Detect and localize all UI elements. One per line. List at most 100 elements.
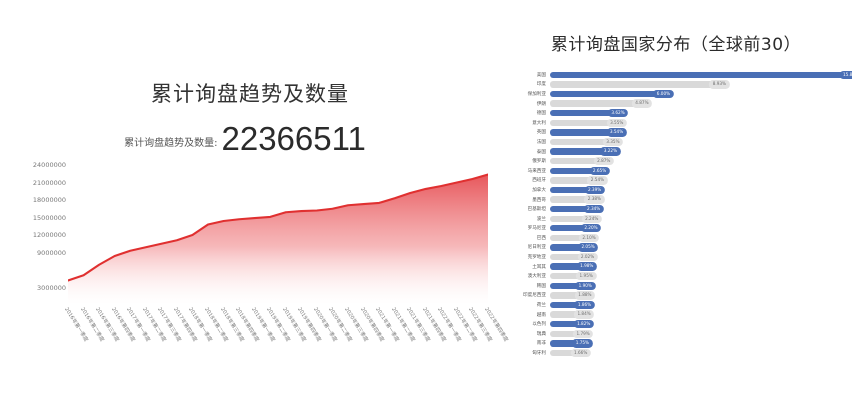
country-bar-row[interactable]: 瑞典 1.79% — [510, 329, 852, 339]
inquiry-trend-title: 累计询盘趋势及数量 — [151, 82, 349, 106]
country-bar-row[interactable]: 澳大利亚 1.95% — [510, 271, 852, 281]
country-bar-row[interactable]: 越南 1.84% — [510, 310, 852, 320]
country-bar-row[interactable]: 加拿大 2.39% — [510, 185, 852, 195]
country-bar-row[interactable]: 巴西 2.10% — [510, 233, 852, 243]
country-bar-track: 2.20% — [550, 224, 852, 234]
country-bar-value-badge: 1.66% — [570, 348, 591, 358]
country-bar-label: 荷兰 — [536, 303, 546, 309]
country-bar-label: 加拿大 — [532, 187, 546, 193]
country-bar-label: 瑞典 — [536, 331, 546, 337]
country-bar-track: 2.54% — [550, 176, 852, 186]
country-bar-row[interactable]: 罗马尼亚 2.20% — [510, 224, 852, 234]
country-bar-fill — [550, 234, 591, 242]
country-bar-row[interactable]: 马来西亚 2.65% — [510, 166, 852, 176]
country-bar-track: 1.82% — [550, 319, 852, 329]
country-bar-row[interactable]: 英国 3.54% — [510, 128, 852, 138]
country-bar-value-badge: 1.84% — [573, 310, 595, 319]
country-bar-track: 1.79% — [550, 329, 852, 339]
country-bar-track: 1.88% — [550, 291, 852, 301]
country-bar-fill — [550, 177, 599, 184]
country-bar-label: 马来西亚 — [527, 168, 546, 174]
country-bar-track: 2.10% — [550, 233, 852, 243]
country-bar-row[interactable]: 波兰 2.24% — [510, 214, 852, 224]
country-bar-track: 2.38% — [550, 195, 852, 205]
country-bar-track: 2.24% — [550, 214, 852, 224]
country-bar-value-badge: 15.83% — [839, 70, 852, 79]
country-bar-track: 1.75% — [550, 339, 852, 349]
country-bar-track: 1.84% — [550, 310, 852, 320]
country-bar-value-badge: 6.00% — [653, 89, 674, 99]
country-bar-value-badge: 2.05% — [577, 243, 599, 252]
country-bar-value-badge: 2.34% — [583, 204, 604, 214]
country-bar-track: 2.65% — [550, 166, 852, 176]
country-bar-row[interactable]: 印度尼西亚 1.88% — [510, 291, 852, 301]
country-bar-fill — [550, 81, 721, 88]
country-bar-row[interactable]: 意大利 3.55% — [510, 118, 852, 128]
country-bar-track: 3.54% — [550, 128, 852, 138]
country-bar-row[interactable]: 以色列 1.82% — [510, 319, 852, 329]
country-distribution-panel: 累计询盘国家分布（全球前30） 美国 15.83% 印度 8.93% 保加利亚 6.00%… — [500, 0, 852, 411]
country-bar-row[interactable]: 克罗地亚 2.02% — [510, 252, 852, 262]
country-bar-fill — [550, 263, 588, 270]
y-axis: 24000000 21000000 18000000 15000000 12000000… — [10, 161, 66, 305]
country-bar-row[interactable]: 德国 3.62% — [510, 108, 852, 118]
country-bar-row[interactable]: 印度 8.93% — [510, 80, 852, 90]
country-bar-value-badge: 4.87% — [631, 99, 653, 108]
country-bar-label: 印度尼西亚 — [523, 293, 546, 299]
country-bar-fill — [550, 301, 586, 309]
inquiry-trend-panel: 累计询盘趋势及数量 累计询盘趋势及数量: 22366511 24000000 21… — [0, 82, 509, 366]
country-bar-label: 巴基斯坦 — [527, 207, 546, 213]
country-bar-row[interactable]: 韩国 1.90% — [510, 281, 852, 291]
country-bar-row[interactable]: 荷兰 1.86% — [510, 300, 852, 310]
country-bar-label: 德国 — [536, 111, 546, 117]
country-bar-value-badge: 3.35% — [602, 137, 624, 147]
country-bar-fill — [550, 148, 612, 155]
country-bar-fill — [550, 340, 584, 347]
country-bar-label: 墨西哥 — [532, 197, 546, 203]
y-axis-tick: 21000000 — [32, 178, 66, 187]
y-axis-tick: 12000000 — [32, 231, 66, 239]
country-bar-value-badge: 2.24% — [581, 214, 602, 223]
country-bar-fill — [550, 330, 585, 338]
country-bar-row[interactable]: 美国 15.83% — [510, 70, 852, 80]
country-bar-value-badge: 1.95% — [576, 272, 597, 281]
country-bar-row[interactable]: 法国 3.35% — [510, 137, 852, 147]
country-bar-value-badge: 1.98% — [576, 262, 597, 271]
country-bar-value-badge: 2.02% — [577, 252, 598, 262]
x-axis: 2016年第一季度 2016年第二季度 2016年第三季度 2016年第四季度 2017… — [63, 306, 509, 366]
country-bar-fill — [550, 273, 588, 280]
country-bar-fill — [550, 71, 852, 78]
country-bar-fill — [550, 109, 620, 117]
inquiry-total-kpi: 累计询盘趋势及数量: 22366511 — [0, 122, 490, 155]
country-bar-fill — [550, 292, 586, 299]
country-bar-value-badge: 1.82% — [573, 320, 594, 329]
country-bar-value-badge: 1.90% — [575, 281, 596, 291]
country-bar-row[interactable]: 墨西哥 2.38% — [510, 195, 852, 205]
country-bar-row[interactable]: 匈牙利 1.66% — [510, 348, 852, 358]
country-bar-row[interactable]: 泰国 3.22% — [510, 147, 852, 157]
country-bar-fill — [550, 90, 665, 98]
country-bar-row[interactable]: 巴基斯坦 2.34% — [510, 204, 852, 214]
country-bar-row[interactable]: 土耳其 1.98% — [510, 262, 852, 272]
country-bar-track: 1.95% — [550, 271, 852, 281]
country-bar-label: 克罗地亚 — [527, 255, 546, 261]
country-bar-fill — [550, 100, 643, 107]
country-bar-label: 保加利亚 — [527, 91, 546, 97]
country-bar-fill — [550, 311, 586, 318]
country-bar-value-badge: 3.62% — [607, 108, 629, 118]
country-bar-fill — [550, 129, 618, 136]
country-bar-track: 1.66% — [550, 348, 852, 358]
country-bar-fill — [550, 244, 590, 251]
country-bar-fill — [550, 321, 585, 328]
country-bar-row[interactable]: 西班牙 2.54% — [510, 176, 852, 186]
country-bar-row[interactable]: 俄罗斯 2.87% — [510, 156, 852, 166]
country-bar-row[interactable]: 保加利亚 6.00% — [510, 89, 852, 99]
country-bar-row[interactable]: 南非 1.75% — [510, 339, 852, 349]
country-bar-row[interactable]: 尼日利亚 2.05% — [510, 243, 852, 253]
country-bar-value-badge: 2.10% — [578, 233, 600, 243]
country-bar-row[interactable]: 伊朗 4.87% — [510, 99, 852, 109]
country-bar-value-badge: 2.38% — [584, 195, 605, 204]
country-bar-fill — [550, 157, 605, 165]
